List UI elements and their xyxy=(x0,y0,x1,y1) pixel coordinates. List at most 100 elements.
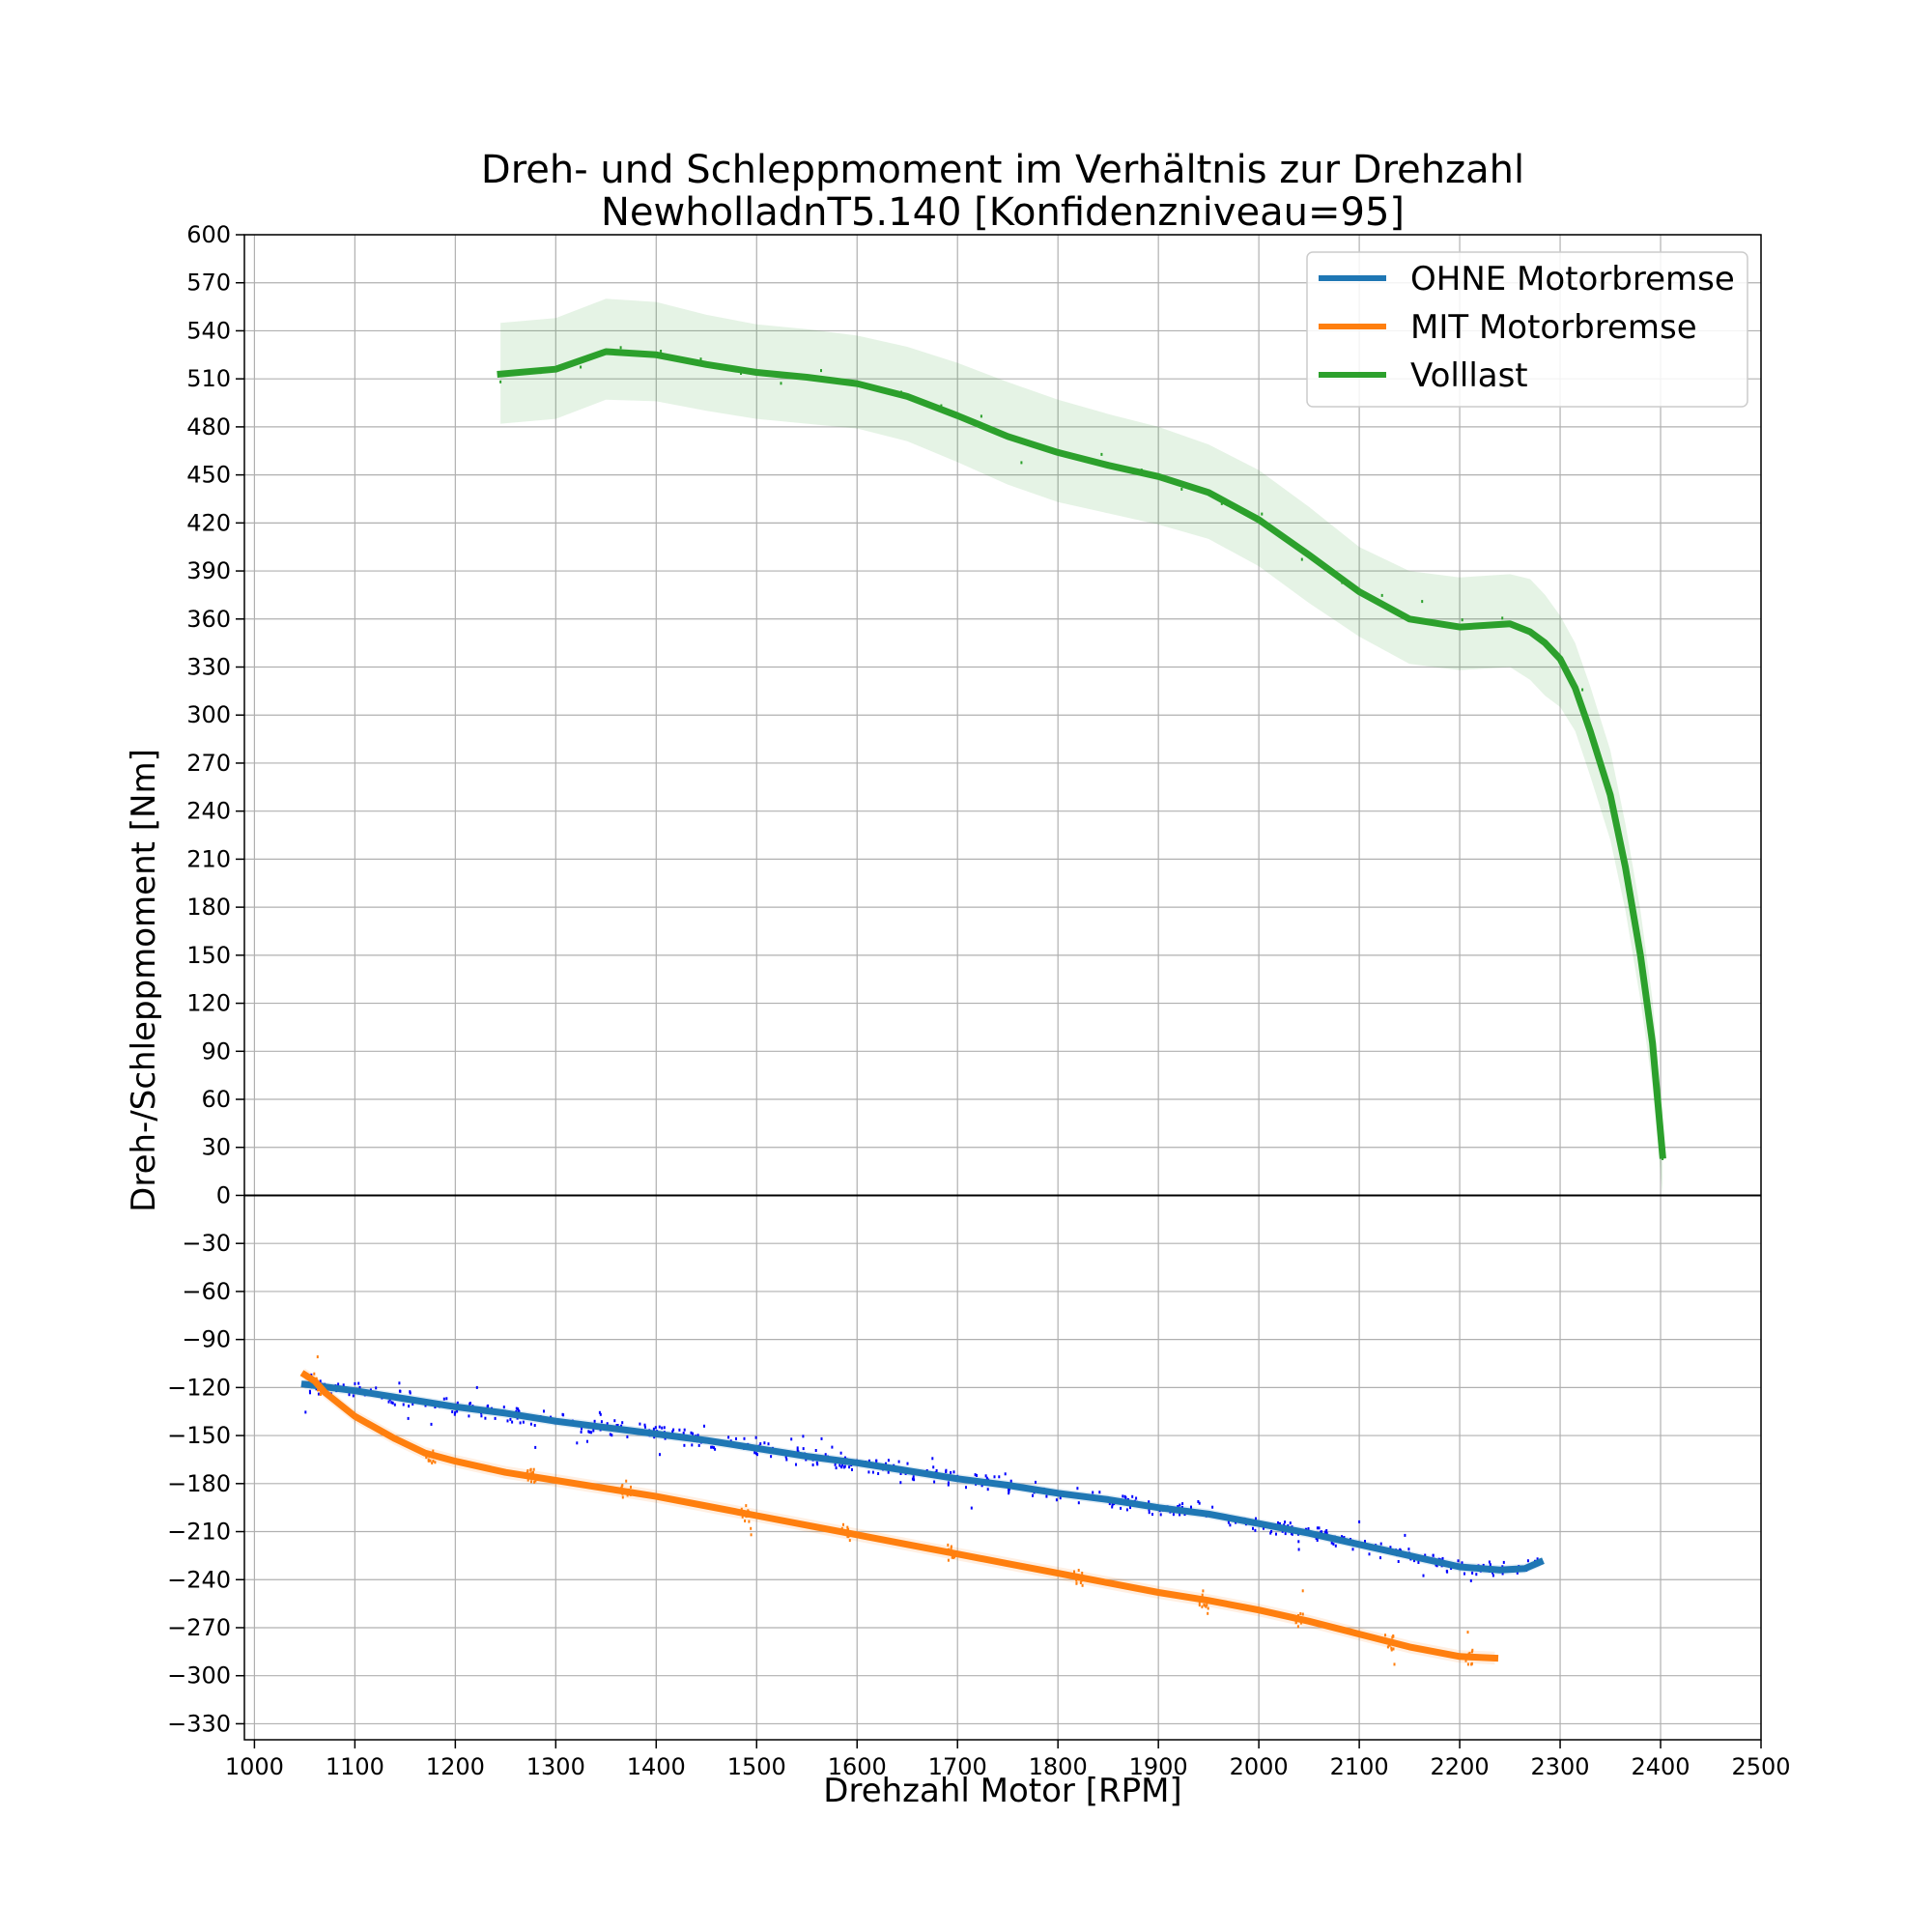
data-point xyxy=(672,1428,675,1432)
chart-subtitle: NewholladnT5.140 [Konfidenzniveau=95] xyxy=(601,190,1405,235)
data-point xyxy=(1073,1570,1075,1574)
data-point xyxy=(848,1465,851,1469)
data-point xyxy=(1291,1532,1293,1536)
data-point xyxy=(970,1506,973,1510)
y-tick-label: 450 xyxy=(186,462,231,489)
data-point xyxy=(1488,1560,1491,1564)
y-tick-label: 540 xyxy=(186,317,231,344)
data-point xyxy=(980,414,982,418)
data-point xyxy=(846,1525,849,1529)
data-point xyxy=(532,1467,535,1471)
data-point xyxy=(660,350,663,353)
data-point xyxy=(1148,1508,1151,1512)
data-point xyxy=(753,1451,756,1455)
data-point xyxy=(1393,1662,1396,1666)
data-point xyxy=(1279,1521,1281,1525)
data-point xyxy=(543,1409,545,1413)
data-point xyxy=(1321,1530,1323,1534)
data-point xyxy=(309,1391,311,1395)
data-point xyxy=(1202,1589,1205,1593)
data-point xyxy=(727,1435,730,1439)
data-point xyxy=(643,1423,646,1427)
data-point xyxy=(875,1459,878,1463)
data-point xyxy=(1081,1572,1084,1575)
data-point xyxy=(1536,1557,1539,1561)
data-point xyxy=(1151,1513,1153,1517)
data-point xyxy=(1294,1620,1297,1624)
data-point xyxy=(515,1406,518,1410)
data-point xyxy=(710,1445,713,1449)
data-point xyxy=(851,1467,853,1471)
data-point xyxy=(399,1389,402,1393)
plot-frame xyxy=(243,234,1762,1741)
data-point xyxy=(1205,1605,1208,1608)
data-point xyxy=(1201,1593,1204,1597)
y-tick-label: 240 xyxy=(186,798,231,825)
data-point xyxy=(1358,1520,1361,1523)
legend-box xyxy=(1306,251,1748,408)
data-point xyxy=(375,1386,378,1390)
data-point xyxy=(593,1419,596,1423)
data-point xyxy=(1299,1612,1302,1615)
data-point xyxy=(743,1436,746,1440)
data-point xyxy=(1341,1535,1344,1539)
data-point xyxy=(592,1429,595,1433)
data-point xyxy=(1316,1526,1319,1530)
data-point xyxy=(319,1379,322,1383)
data-point xyxy=(611,1434,613,1437)
data-point xyxy=(816,1463,819,1466)
data-point xyxy=(453,1412,456,1416)
data-point xyxy=(1125,1508,1128,1512)
data-point xyxy=(1297,1540,1300,1544)
data-point xyxy=(912,1475,915,1479)
data-point xyxy=(780,382,782,385)
data-point xyxy=(304,1410,307,1414)
data-point xyxy=(1201,1605,1204,1608)
data-point xyxy=(887,1459,890,1463)
data-point xyxy=(945,1470,948,1473)
data-point xyxy=(1181,1502,1184,1506)
y-tick-label: 360 xyxy=(186,606,231,633)
legend-label: MIT Motorbremse xyxy=(1410,308,1697,347)
data-point xyxy=(1489,1563,1492,1567)
data-point xyxy=(1379,1542,1382,1546)
data-point xyxy=(398,1381,401,1385)
data-point xyxy=(1284,1532,1287,1536)
data-point xyxy=(412,1403,414,1406)
y-tick-label: 510 xyxy=(186,365,231,392)
data-point xyxy=(831,1445,834,1449)
data-point xyxy=(1111,1503,1114,1507)
data-point xyxy=(526,1470,528,1474)
data-point xyxy=(1004,1472,1007,1476)
data-point xyxy=(899,1472,902,1475)
data-point xyxy=(526,1478,529,1482)
data-point xyxy=(586,1439,588,1443)
data-point xyxy=(986,1488,989,1492)
data-point xyxy=(427,1458,430,1462)
y-tick-label: 90 xyxy=(201,1037,231,1065)
data-point xyxy=(1435,1564,1438,1568)
data-point xyxy=(518,1409,521,1413)
data-point xyxy=(1301,1612,1304,1616)
data-point xyxy=(1159,1513,1162,1517)
data-point xyxy=(653,1435,656,1439)
series-lines xyxy=(299,348,1666,1662)
data-point xyxy=(409,1390,412,1394)
x-tick-label: 2500 xyxy=(1731,1753,1790,1780)
data-point xyxy=(814,1449,817,1452)
data-point xyxy=(454,1410,457,1414)
data-point xyxy=(1379,1556,1381,1560)
data-point xyxy=(342,1383,345,1387)
legend-label: Volllast xyxy=(1410,356,1528,395)
x-tick-label: 1100 xyxy=(326,1753,384,1780)
data-point xyxy=(1131,1494,1134,1498)
data-point xyxy=(877,1472,880,1475)
data-point xyxy=(654,1426,657,1430)
data-point xyxy=(1343,1536,1346,1539)
data-point xyxy=(950,1545,952,1548)
data-point xyxy=(494,1416,497,1420)
data-point xyxy=(1466,1662,1469,1666)
x-ticks: 1000 1100 1200 1300 1400 1500 1600 1700 1800 1900… xyxy=(225,1740,1791,1780)
data-point xyxy=(658,1425,661,1429)
data-point xyxy=(820,369,822,373)
